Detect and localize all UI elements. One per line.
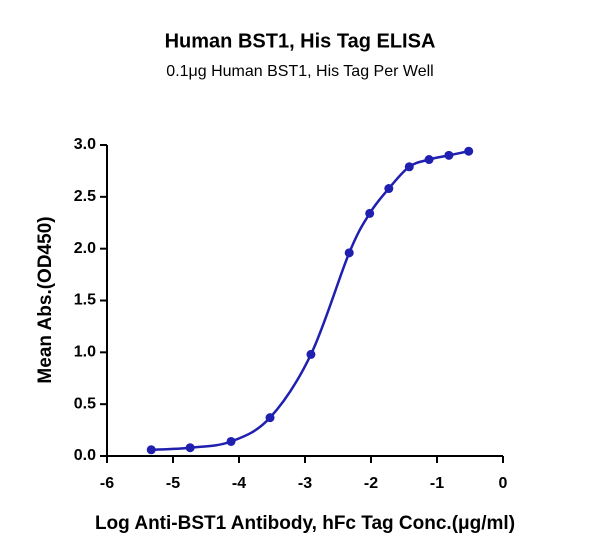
data-point (185, 443, 195, 453)
x-axis-label: Log Anti-BST1 Antibody, hFc Tag Conc.(μg… (95, 513, 515, 534)
data-point (444, 150, 454, 160)
data-point (344, 248, 354, 258)
y-tick-label: 2.5 (74, 188, 96, 205)
y-tick-label: 0.5 (74, 395, 96, 412)
x-tick-label: -3 (298, 475, 312, 492)
y-tick-label: 3.0 (74, 136, 96, 153)
data-point (384, 184, 394, 194)
y-tick-label: 2.0 (74, 240, 96, 257)
x-tick-label: -5 (166, 475, 180, 492)
data-point (424, 155, 434, 165)
data-point (404, 162, 414, 172)
data-point (146, 445, 156, 455)
y-tick-label: 0.0 (74, 447, 96, 464)
y-tick-label: 1.0 (74, 344, 96, 361)
data-point (226, 436, 236, 446)
data-point (306, 349, 316, 359)
chart-title: Human BST1, His Tag ELISA (165, 30, 436, 52)
data-point (265, 413, 275, 423)
x-tick-label: -4 (232, 475, 246, 492)
x-tick-label: -1 (430, 475, 444, 492)
x-tick-label: -6 (100, 475, 114, 492)
x-tick-label: -2 (364, 475, 378, 492)
data-point (464, 146, 474, 156)
chart-subtitle: 0.1μg Human BST1, His Tag Per Well (166, 63, 433, 80)
x-tick-label: 0 (499, 475, 508, 492)
y-tick-label: 1.5 (74, 292, 96, 309)
data-point (365, 208, 375, 218)
fit-curve (151, 149, 469, 452)
y-axis-label: Mean Abs.(OD450) (35, 216, 56, 383)
